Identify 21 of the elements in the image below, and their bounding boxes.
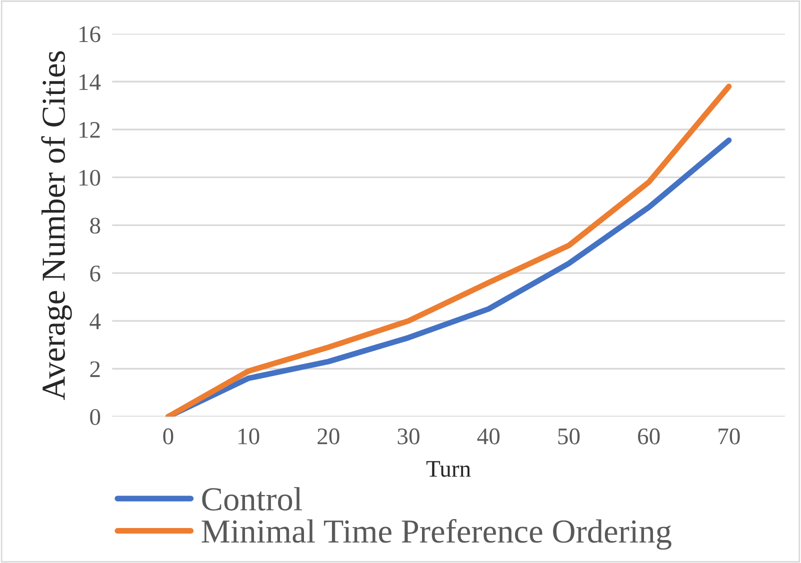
- legend-label: Minimal Time Preference Ordering: [202, 519, 672, 550]
- x-tick-label: 50: [558, 428, 580, 444]
- y-tick-label: 6: [90, 266, 100, 282]
- x-axis-title: Turn: [426, 461, 471, 477]
- legend-label: Control: [202, 487, 302, 511]
- x-tick-label: 60: [638, 428, 660, 444]
- x-tick-label: 20: [318, 428, 340, 444]
- x-tick-label: 70: [718, 428, 740, 444]
- y-tick-label: 2: [90, 361, 100, 377]
- x-tick-label: 10: [238, 428, 260, 444]
- y-tick-label: 4: [90, 314, 101, 330]
- y-axis-title: Average Number of Cities: [41, 51, 72, 400]
- y-tick-label: 8: [90, 218, 100, 234]
- x-tick-label: 30: [398, 428, 420, 444]
- y-tick-label: 0: [90, 409, 100, 426]
- y-tick-label: 12: [79, 122, 100, 138]
- y-tick-label: 16: [79, 26, 100, 42]
- y-tick-label: 14: [79, 74, 101, 90]
- x-tick-label: 40: [477, 428, 500, 444]
- y-tick-label: 10: [79, 170, 100, 186]
- x-tick-label: 0: [163, 428, 174, 444]
